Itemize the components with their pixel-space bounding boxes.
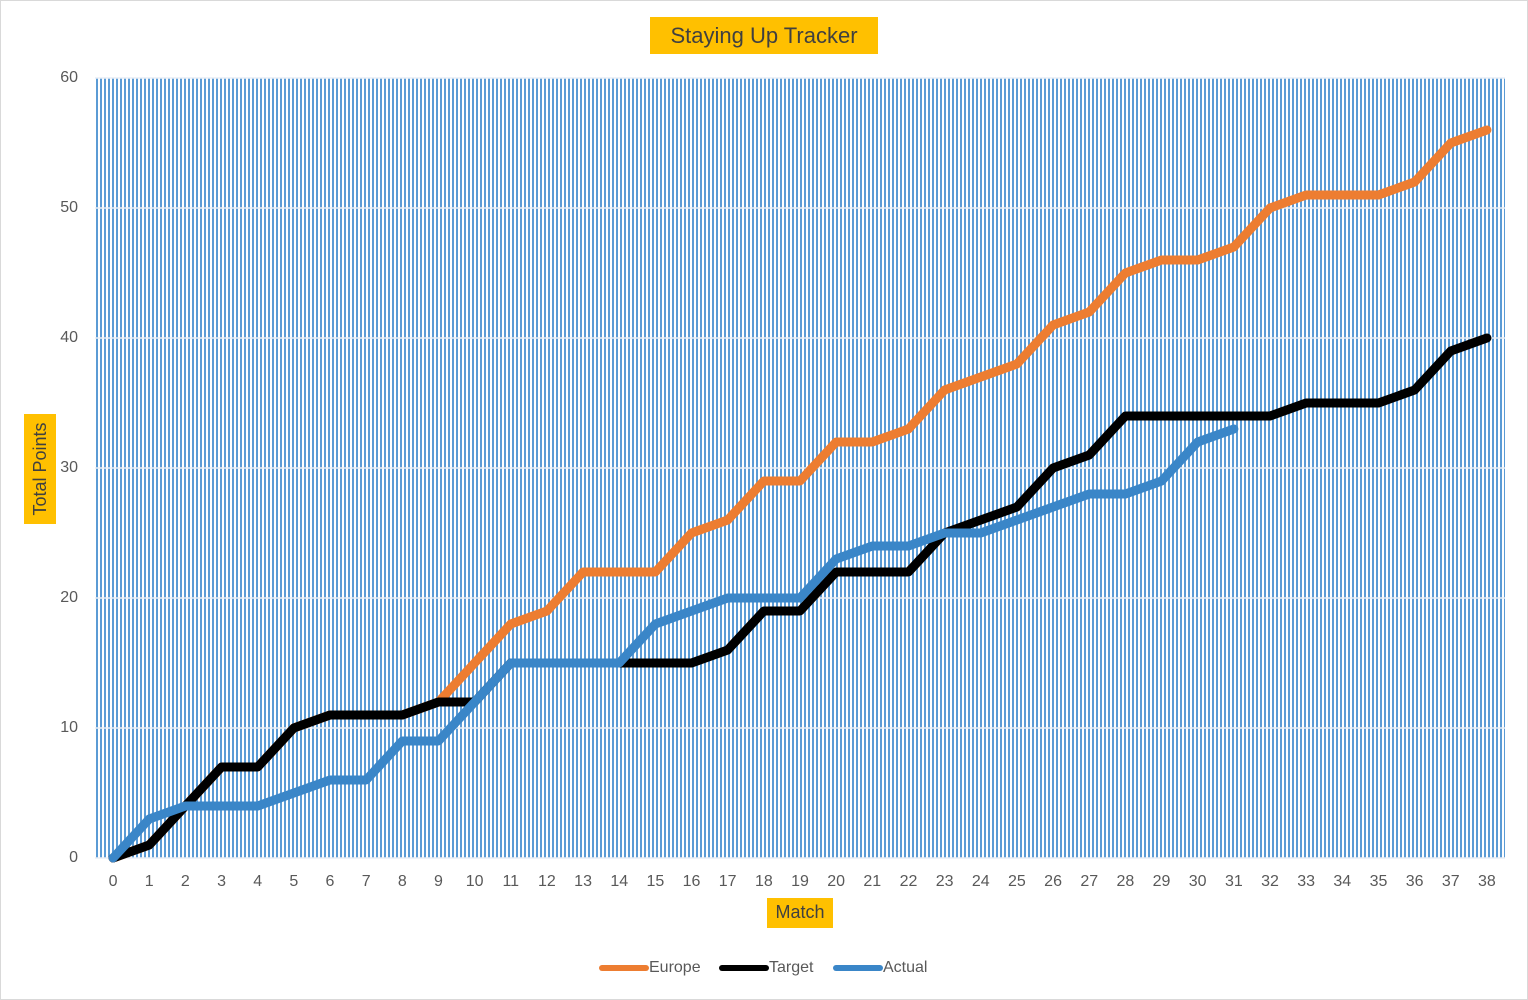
y-tick-label: 10 [60, 719, 78, 736]
x-tick-label: 22 [900, 873, 918, 890]
x-axis-label: Match [775, 902, 824, 922]
legend-label: Europe [649, 959, 701, 976]
x-tick-label: 13 [574, 873, 592, 890]
x-tick-label: 18 [755, 873, 773, 890]
x-tick-label: 8 [398, 873, 407, 890]
x-tick-label: 17 [719, 873, 737, 890]
x-tick-label: 36 [1406, 873, 1424, 890]
y-tick-label: 40 [60, 329, 78, 346]
x-tick-label: 2 [181, 873, 190, 890]
x-tick-label: 1 [145, 873, 154, 890]
legend-label: Target [769, 959, 814, 976]
x-tick-label: 4 [253, 873, 262, 890]
x-tick-label: 37 [1442, 873, 1460, 890]
x-tick-label: 5 [289, 873, 298, 890]
x-tick-label: 7 [362, 873, 371, 890]
y-tick-label: 0 [69, 849, 78, 866]
x-tick-label: 32 [1261, 873, 1279, 890]
x-tick-label: 26 [1044, 873, 1062, 890]
x-tick-label: 30 [1189, 873, 1207, 890]
x-tick-label: 20 [827, 873, 845, 890]
y-tick-label: 20 [60, 589, 78, 606]
chart-title: Staying Up Tracker [670, 23, 857, 48]
x-tick-label: 11 [502, 873, 519, 890]
x-tick-label: 15 [646, 873, 664, 890]
title-box [650, 17, 878, 54]
series-line [108, 333, 1492, 863]
x-tick-label: 27 [1080, 873, 1098, 890]
y-tick-label: 50 [60, 199, 78, 216]
x-tick-label: 38 [1478, 873, 1496, 890]
x-tick-label: 28 [1116, 873, 1134, 890]
legend-label: Actual [883, 959, 927, 976]
x-tick-label: 0 [109, 873, 118, 890]
x-tick-label: 14 [610, 873, 628, 890]
y-tick-label: 30 [60, 459, 78, 476]
x-tick-label: 25 [1008, 873, 1026, 890]
x-tick-label: 23 [936, 873, 954, 890]
x-tick-label: 33 [1297, 873, 1315, 890]
x-tick-label: 21 [863, 873, 881, 890]
x-tick-label: 9 [434, 873, 443, 890]
x-tick-label: 12 [538, 873, 556, 890]
x-tick-label: 29 [1153, 873, 1171, 890]
x-tick-label: 3 [217, 873, 226, 890]
x-tick-label: 19 [791, 873, 809, 890]
x-tick-label: 6 [326, 873, 335, 890]
x-tick-label: 24 [972, 873, 990, 890]
x-tick-label: 10 [466, 873, 484, 890]
y-tick-label: 60 [60, 69, 78, 86]
y-axis-label: Total Points [30, 422, 50, 515]
x-tick-label: 16 [683, 873, 701, 890]
series-line [108, 424, 1239, 863]
x-tick-label: 31 [1225, 873, 1243, 890]
x-label-box [767, 898, 833, 928]
y-label-box [24, 414, 56, 524]
x-tick-label: 34 [1333, 873, 1351, 890]
x-tick-label: 35 [1370, 873, 1388, 890]
